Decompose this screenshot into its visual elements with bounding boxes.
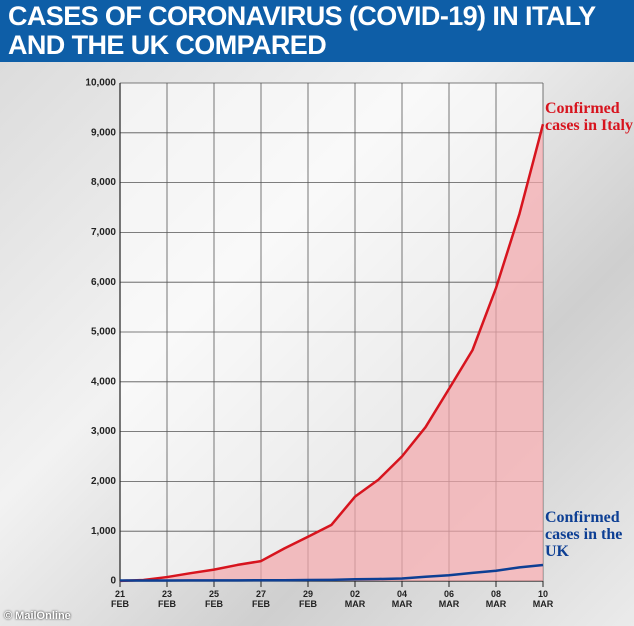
y-tick-label: 10,000 [85,78,116,89]
y-tick-label: 8,000 [91,177,116,188]
y-tick-label: 6,000 [91,277,116,288]
x-tick-label: 06 MAR [438,589,460,609]
y-tick-label: 1,000 [91,526,116,537]
x-tick-label: 27 FEB [252,589,270,609]
x-tick-label: 08 MAR [485,589,507,609]
x-tick-label: 25 FEB [205,589,223,609]
y-tick-label: 9,000 [91,127,116,138]
source: © MailOnline [4,610,71,622]
y-tick-label: 5,000 [91,327,116,338]
y-tick-label: 7,000 [91,227,116,238]
chart-title: CASES OF CORONAVIRUS (COVID-19) IN ITALY… [8,1,596,60]
y-tick-label: 0 [110,576,116,587]
series-label: Confirmed cases in the UK [545,509,623,560]
line [119,123,545,583]
y-tick-label: 3,000 [91,426,116,437]
y-tick-label: 2,000 [91,476,116,487]
title-banner [0,0,634,62]
x-tick-label: 29 FEB [299,589,317,609]
x-tick-label: 04 MAR [391,589,413,609]
series-label: Confirmed cases in Italy [545,100,633,135]
x-tick-label: 10 MAR [532,589,554,609]
area [120,124,543,581]
y-tick-label: 4,000 [91,376,116,387]
x-tick-label: 21 FEB [111,589,129,609]
x-tick-label: 23 FEB [158,589,176,609]
x-tick-label: 02 MAR [344,589,366,609]
line [120,563,544,582]
